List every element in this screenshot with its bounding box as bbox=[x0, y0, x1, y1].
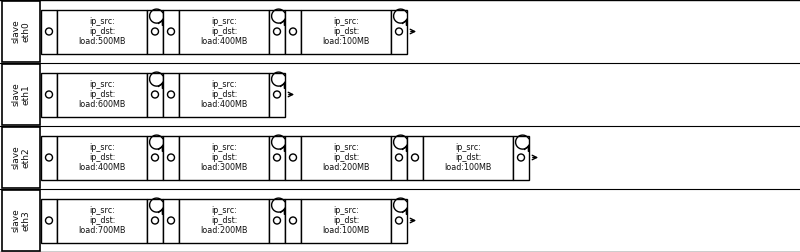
Bar bbox=[391, 10, 407, 53]
Bar bbox=[2, 64, 40, 125]
Bar bbox=[2, 1, 40, 62]
Bar bbox=[147, 10, 163, 53]
Circle shape bbox=[395, 154, 402, 161]
Bar bbox=[269, 73, 285, 116]
Bar bbox=[285, 199, 301, 242]
Bar bbox=[57, 199, 147, 242]
Bar bbox=[2, 127, 40, 188]
Text: slave
eth0: slave eth0 bbox=[11, 20, 30, 43]
Circle shape bbox=[46, 28, 53, 35]
Bar bbox=[57, 136, 147, 179]
Circle shape bbox=[395, 217, 402, 224]
Text: ip_src:
ip_dst:
load:600MB: ip_src: ip_dst: load:600MB bbox=[78, 80, 126, 109]
Bar bbox=[41, 73, 57, 116]
Circle shape bbox=[46, 217, 53, 224]
Text: ip_src:
ip_dst:
load:400MB: ip_src: ip_dst: load:400MB bbox=[78, 143, 126, 172]
Circle shape bbox=[167, 28, 174, 35]
Text: ip_src:
ip_dst:
load:100MB: ip_src: ip_dst: load:100MB bbox=[322, 206, 370, 235]
Bar bbox=[147, 199, 163, 242]
Circle shape bbox=[290, 217, 297, 224]
Circle shape bbox=[290, 28, 297, 35]
Text: slave
eth1: slave eth1 bbox=[11, 83, 30, 106]
Circle shape bbox=[151, 217, 158, 224]
Text: ip_src:
ip_dst:
load:400MB: ip_src: ip_dst: load:400MB bbox=[200, 17, 248, 46]
Text: ip_src:
ip_dst:
load:400MB: ip_src: ip_dst: load:400MB bbox=[200, 80, 248, 109]
Circle shape bbox=[274, 28, 281, 35]
Circle shape bbox=[274, 91, 281, 98]
Bar bbox=[513, 136, 529, 179]
Bar bbox=[285, 136, 301, 179]
Circle shape bbox=[46, 154, 53, 161]
Bar bbox=[423, 136, 513, 179]
Bar bbox=[57, 73, 147, 116]
Text: ip_src:
ip_dst:
load:100MB: ip_src: ip_dst: load:100MB bbox=[444, 143, 492, 172]
Circle shape bbox=[151, 28, 158, 35]
Bar bbox=[301, 136, 391, 179]
Bar bbox=[163, 73, 179, 116]
Bar bbox=[57, 10, 147, 53]
Bar bbox=[391, 199, 407, 242]
Bar bbox=[2, 190, 40, 251]
Bar bbox=[163, 199, 179, 242]
Bar bbox=[179, 136, 269, 179]
Circle shape bbox=[167, 154, 174, 161]
Bar bbox=[301, 10, 391, 53]
Circle shape bbox=[518, 154, 525, 161]
Bar bbox=[179, 199, 269, 242]
Circle shape bbox=[274, 217, 281, 224]
Bar bbox=[41, 10, 57, 53]
Text: ip_src:
ip_dst:
load:200MB: ip_src: ip_dst: load:200MB bbox=[200, 206, 248, 235]
Text: ip_src:
ip_dst:
load:700MB: ip_src: ip_dst: load:700MB bbox=[78, 206, 126, 235]
Bar bbox=[407, 136, 423, 179]
Circle shape bbox=[395, 28, 402, 35]
Text: slave
eth3: slave eth3 bbox=[11, 209, 30, 232]
Bar bbox=[269, 199, 285, 242]
Bar bbox=[147, 73, 163, 116]
Circle shape bbox=[151, 154, 158, 161]
Circle shape bbox=[151, 91, 158, 98]
Circle shape bbox=[167, 217, 174, 224]
Bar bbox=[301, 199, 391, 242]
Bar bbox=[41, 136, 57, 179]
Bar bbox=[163, 10, 179, 53]
Circle shape bbox=[411, 154, 418, 161]
Circle shape bbox=[274, 154, 281, 161]
Bar bbox=[269, 10, 285, 53]
Text: ip_src:
ip_dst:
load:200MB: ip_src: ip_dst: load:200MB bbox=[322, 143, 370, 172]
Circle shape bbox=[290, 154, 297, 161]
Bar bbox=[285, 10, 301, 53]
Bar bbox=[269, 136, 285, 179]
Bar bbox=[163, 136, 179, 179]
Circle shape bbox=[167, 91, 174, 98]
Bar bbox=[179, 10, 269, 53]
Bar bbox=[41, 199, 57, 242]
Text: slave
eth2: slave eth2 bbox=[11, 146, 30, 169]
Text: ip_src:
ip_dst:
load:100MB: ip_src: ip_dst: load:100MB bbox=[322, 17, 370, 46]
Text: ip_src:
ip_dst:
load:500MB: ip_src: ip_dst: load:500MB bbox=[78, 17, 126, 46]
Bar bbox=[391, 136, 407, 179]
Text: ip_src:
ip_dst:
load:300MB: ip_src: ip_dst: load:300MB bbox=[200, 143, 248, 172]
Circle shape bbox=[46, 91, 53, 98]
Bar bbox=[147, 136, 163, 179]
Bar bbox=[179, 73, 269, 116]
